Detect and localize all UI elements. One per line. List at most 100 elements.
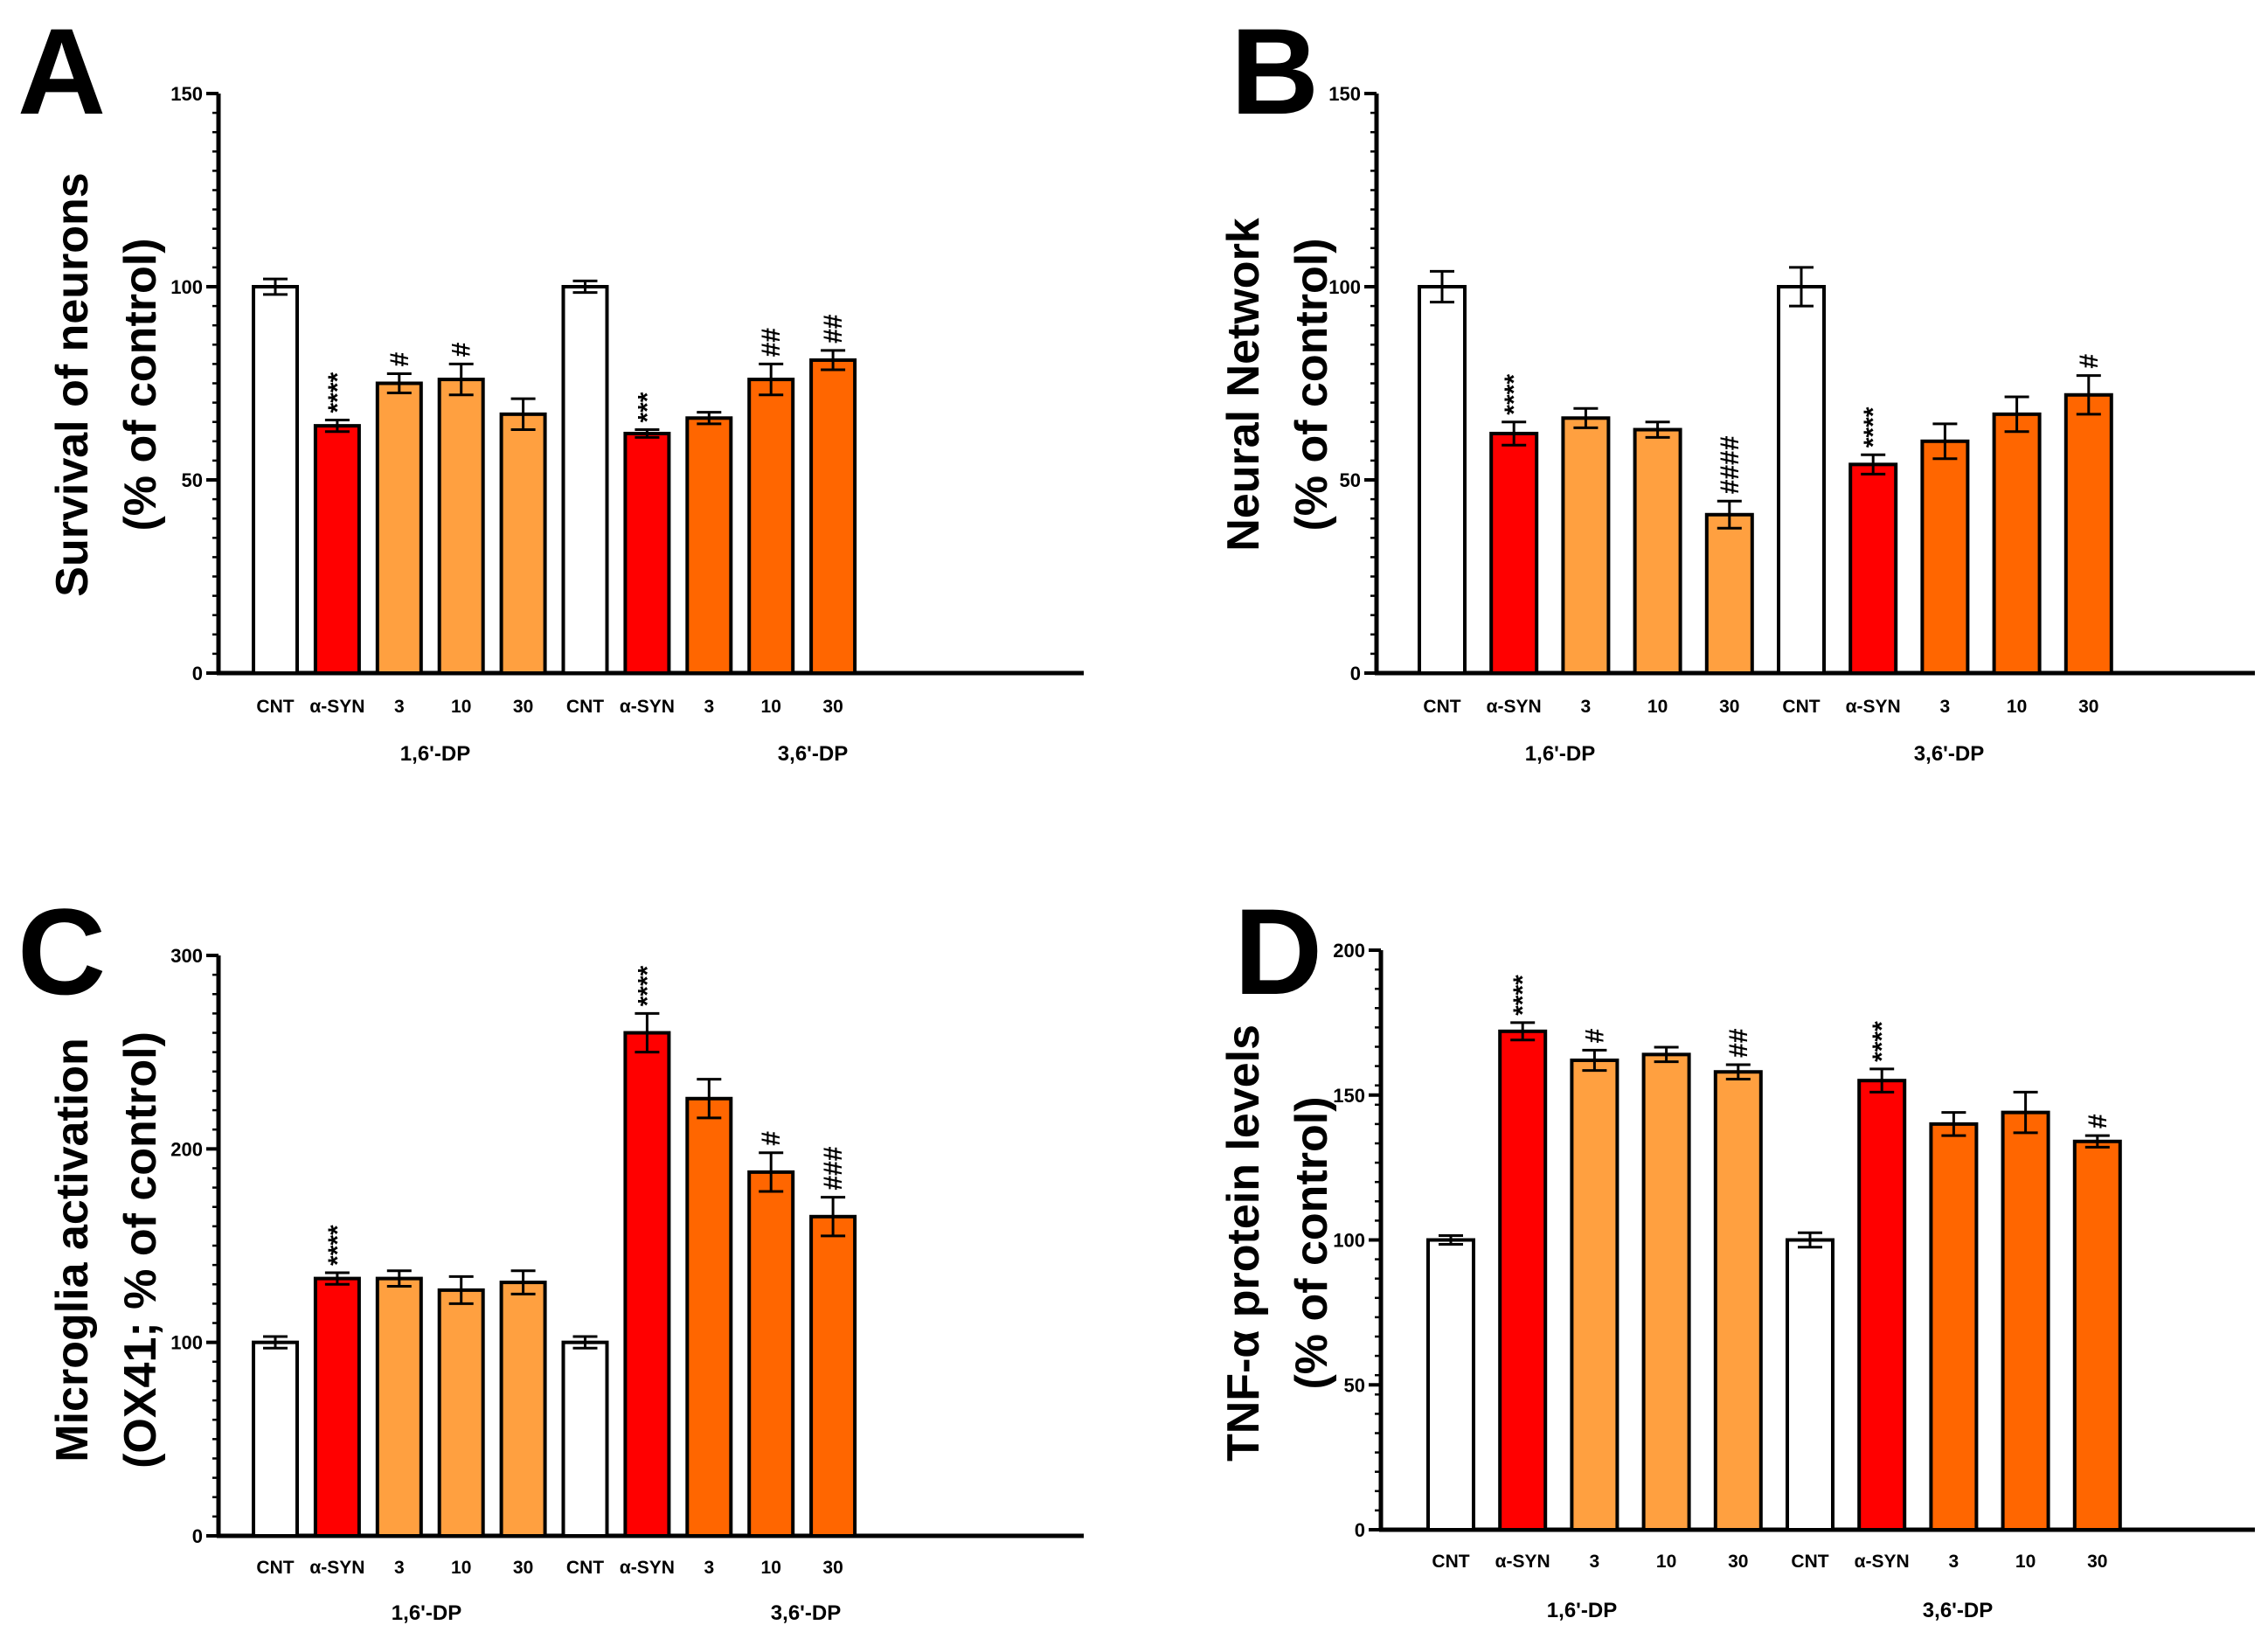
bar bbox=[1704, 512, 1754, 676]
x-tick-label: 10 bbox=[761, 1558, 781, 1578]
bar bbox=[313, 1276, 361, 1538]
y-tick-label: 200 bbox=[1333, 940, 1365, 962]
x-tick-label: CNT bbox=[1432, 1552, 1469, 1572]
y-axis-label-units: (% of control) bbox=[115, 238, 166, 531]
y-axis-label-units: (% of control) bbox=[1287, 238, 1337, 531]
panel-letter: D bbox=[1234, 883, 1322, 1020]
significance-marker: # bbox=[385, 351, 414, 366]
x-tick-label: 3 bbox=[704, 1558, 714, 1578]
x-tick-label: 10 bbox=[451, 1558, 471, 1578]
bar bbox=[623, 431, 671, 675]
group-label: 3,6'-DP bbox=[1914, 742, 1984, 766]
group-label: 1,6'-DP bbox=[400, 742, 470, 766]
significance-marker: ### bbox=[819, 1146, 848, 1190]
bar bbox=[1777, 285, 1826, 675]
bar bbox=[809, 358, 857, 675]
x-tick-label: 3 bbox=[394, 697, 405, 717]
x-tick-label: α-SYN bbox=[1846, 697, 1901, 717]
y-axis-label-units: (% of control) bbox=[1287, 1096, 1337, 1389]
bar bbox=[1561, 416, 1611, 675]
y-tick-label: 50 bbox=[182, 469, 203, 491]
group-label: 1,6'-DP bbox=[1525, 742, 1595, 766]
panel-a: A Survival of neurons (% of control) 0 50 100… bbox=[17, 3, 1084, 766]
y-axis-label: Neural Network bbox=[1218, 218, 1269, 552]
bar bbox=[1929, 1122, 1979, 1532]
x-tick-label: 30 bbox=[822, 697, 843, 717]
bar bbox=[1498, 1029, 1548, 1531]
y-tick-label: 0 bbox=[1355, 1519, 1365, 1541]
bar bbox=[1786, 1238, 1835, 1531]
bar bbox=[313, 424, 361, 675]
bar bbox=[2072, 1139, 2122, 1532]
x-tick-label: CNT bbox=[256, 697, 294, 717]
y-tick-label: 0 bbox=[192, 1525, 203, 1547]
x-tick-label: CNT bbox=[1423, 697, 1460, 717]
significance-marker: **** bbox=[323, 1225, 352, 1266]
bar bbox=[1633, 427, 1682, 675]
x-tick-label: 30 bbox=[2078, 697, 2098, 717]
bar bbox=[252, 285, 299, 675]
bar bbox=[499, 412, 547, 675]
y-tick-label: 150 bbox=[1333, 1085, 1365, 1107]
x-tick-label: 3 bbox=[1949, 1552, 1959, 1572]
y-tick-label: 50 bbox=[1344, 1374, 1365, 1396]
x-tick-label: CNT bbox=[566, 1558, 604, 1578]
y-tick-label: 0 bbox=[192, 663, 203, 684]
group-label: 1,6'-DP bbox=[392, 1601, 461, 1625]
bar bbox=[1426, 1238, 1475, 1531]
significance-marker: **** bbox=[323, 372, 352, 413]
x-tick-label: α-SYN bbox=[309, 697, 364, 717]
y-tick-label: 300 bbox=[170, 945, 203, 967]
x-tick-label: α-SYN bbox=[1855, 1552, 1910, 1572]
x-tick-label: 3 bbox=[704, 697, 714, 717]
significance-marker: #### bbox=[1716, 435, 1744, 494]
panel-letter: C bbox=[17, 883, 106, 1020]
y-tick-label: 150 bbox=[170, 83, 203, 105]
significance-marker: **** bbox=[1859, 406, 1888, 448]
group-label: 3,6'-DP bbox=[1923, 1599, 1993, 1622]
bar bbox=[1418, 285, 1467, 675]
significance-marker: # bbox=[757, 1131, 786, 1146]
bar bbox=[499, 1281, 547, 1538]
x-tick-label: 3 bbox=[1590, 1552, 1600, 1572]
x-tick-label: 30 bbox=[1719, 697, 1739, 717]
y-tick-label: 100 bbox=[1328, 276, 1361, 298]
x-tick-label: α-SYN bbox=[1495, 1552, 1550, 1572]
y-tick-label: 200 bbox=[170, 1138, 203, 1160]
bar bbox=[437, 1288, 485, 1538]
x-tick-label: 3 bbox=[394, 1558, 405, 1578]
bar bbox=[1489, 431, 1539, 675]
bar bbox=[685, 416, 733, 675]
x-tick-label: 10 bbox=[451, 697, 471, 717]
x-tick-label: CNT bbox=[566, 697, 604, 717]
x-tick-label: CNT bbox=[1791, 1552, 1828, 1572]
bar bbox=[1641, 1052, 1691, 1531]
y-axis-label: TNF-α protein levels bbox=[1218, 1024, 1269, 1462]
panel-letter: B bbox=[1231, 3, 1319, 140]
bar bbox=[2001, 1110, 2050, 1531]
y-tick-label: 0 bbox=[1350, 663, 1361, 684]
bar bbox=[1570, 1058, 1620, 1531]
bar bbox=[747, 1170, 795, 1538]
bar bbox=[375, 1276, 423, 1538]
bar bbox=[1848, 462, 1898, 675]
bar bbox=[1713, 1070, 1763, 1531]
y-axis-label: Survival of neurons bbox=[47, 172, 98, 596]
bar bbox=[1992, 412, 2042, 675]
significance-marker: # bbox=[447, 342, 476, 357]
x-tick-label: 10 bbox=[1656, 1552, 1676, 1572]
significance-marker: **** bbox=[633, 965, 662, 1006]
x-tick-label: CNT bbox=[256, 1558, 294, 1578]
bar bbox=[437, 378, 485, 675]
group-label: 1,6'-DP bbox=[1547, 1599, 1617, 1622]
significance-marker: # bbox=[1580, 1028, 1609, 1043]
panel-letter: A bbox=[17, 3, 106, 140]
y-tick-label: 100 bbox=[1333, 1230, 1365, 1252]
x-tick-label: α-SYN bbox=[620, 1558, 675, 1578]
bar bbox=[1920, 439, 1970, 675]
x-tick-label: 30 bbox=[822, 1558, 843, 1578]
x-tick-label: 10 bbox=[2007, 697, 2027, 717]
x-tick-label: CNT bbox=[1782, 697, 1820, 717]
bar bbox=[561, 1340, 609, 1538]
